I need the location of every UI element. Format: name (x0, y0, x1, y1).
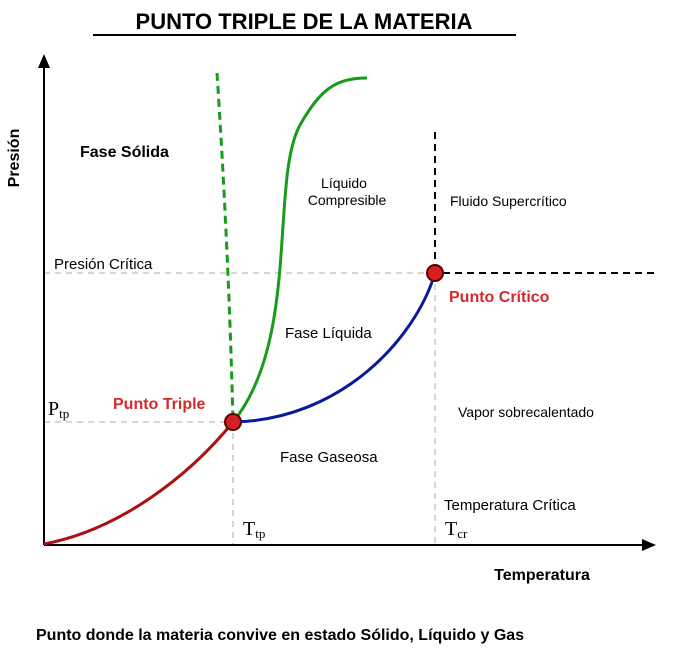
critical-temperature-label: Temperatura Crítica (444, 497, 576, 514)
supercritical-fluid-label: Fluido Supercrítico (450, 193, 567, 209)
solid-phase-label: Fase Sólida (80, 144, 169, 161)
critical-point-label: Punto Crítico (449, 289, 550, 306)
melting-curve-dashed (215, 72, 235, 423)
triple-point-marker (224, 413, 242, 431)
triple-temperature-symbol: Ttp (243, 518, 265, 541)
diagram-title: PUNTO TRIPLE DE LA MATERIA (136, 9, 473, 34)
critical-temperature-symbol: Tcr (445, 518, 468, 541)
melting-curve-compressible (231, 76, 368, 423)
y-axis-arrow (38, 54, 50, 68)
x-axis-arrow (642, 539, 656, 551)
x-axis-label: Temperatura (494, 567, 590, 584)
compressible-liquid-label-line2: Compresible (308, 192, 387, 208)
compressible-liquid-label-line1: Líquido (321, 175, 367, 191)
triple-point-label: Punto Triple (113, 396, 206, 413)
liquid-phase-label: Fase Líquida (285, 325, 372, 342)
superheated-vapor-label: Vapor sobrecalentado (458, 404, 594, 420)
diagram-caption: Punto donde la materia convive en estado… (36, 627, 524, 644)
vaporization-curve (232, 272, 437, 424)
sublimation-curve (43, 421, 235, 546)
gas-phase-label: Fase Gaseosa (280, 449, 378, 466)
y-axis-label: Presión (6, 129, 23, 188)
critical-point-marker (426, 264, 444, 282)
triple-pressure-symbol: Ptp (48, 398, 69, 421)
critical-pressure-label: Presión Crítica (54, 256, 153, 273)
